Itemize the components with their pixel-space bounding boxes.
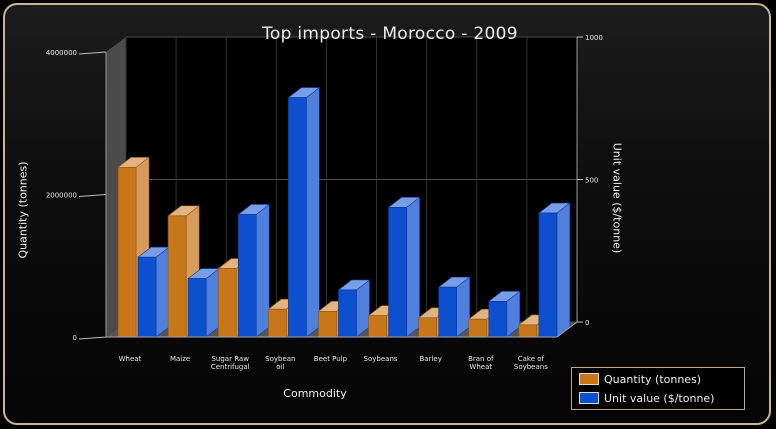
left-tick-mark [78, 194, 107, 197]
left-tick-mark [78, 336, 107, 340]
category-label: Wheat [469, 363, 492, 371]
bar-unit-value-side [155, 246, 170, 338]
category-label: Barley [419, 355, 441, 363]
bar-unit-value-side [255, 203, 270, 338]
bar-unit-value-side [306, 86, 320, 338]
category-label: Soybean [265, 355, 295, 363]
bar-unit-value-side [406, 196, 420, 338]
bar-quantity [167, 215, 187, 338]
bar-unit-value [388, 207, 407, 338]
category-label: Maize [170, 355, 190, 363]
legend-swatch-quantity [579, 373, 599, 385]
bar-unit-value-side [205, 267, 220, 338]
bar-unit-value [338, 289, 357, 338]
x-axis-label: Commodity [283, 387, 347, 400]
right-tick-label: 0 [585, 319, 589, 327]
bar-quantity [418, 317, 437, 338]
category-label: Bran of [468, 355, 494, 363]
left-tick-label: 2000000 [46, 192, 77, 200]
bar-quantity [318, 311, 337, 338]
chart-plot: 0 2000000 4000000 0 500 1000 Wheat Maize Sugar R… [46, 34, 603, 371]
floor-edge [556, 321, 578, 338]
left-tick-label: 0 [73, 334, 77, 342]
bar-quantity [368, 315, 387, 338]
legend-label-unit-value: Unit value ($/tonne) [604, 391, 715, 405]
right-tick-label: 1000 [585, 34, 603, 42]
legend-label-quantity: Quantity (tonnes) [604, 372, 702, 386]
bar-unit-value [137, 256, 157, 338]
bar-unit-value [187, 278, 207, 338]
right-y-axis-label: Unit value ($/tonne) [610, 142, 624, 254]
bar-unit-value [538, 212, 558, 338]
bar-quantity [468, 318, 488, 338]
bar-quantity [217, 268, 237, 338]
category-label: oil [276, 363, 284, 371]
left-tick-label: 4000000 [46, 49, 77, 57]
left-y-axis-label: Quantity (tonnes) [16, 161, 30, 259]
left-tick-mark [78, 51, 107, 55]
bar-unit-value-side [456, 276, 470, 338]
bar-quantity [518, 324, 538, 338]
bar-unit-value [438, 286, 457, 338]
chart-frame: 0 2000000 4000000 0 500 1000 Wheat Maize Sugar R… [3, 3, 771, 425]
bar-unit-value [237, 214, 257, 338]
bar-quantity [268, 308, 287, 338]
legend-item-quantity: Quantity (tonnes) [579, 371, 744, 387]
category-label: Cake of [518, 355, 545, 363]
category-label: Wheat [119, 355, 142, 363]
bar-unit-value [488, 301, 508, 338]
legend-item-unit-value: Unit value ($/tonne) [579, 390, 744, 406]
category-label: Soybeans [364, 355, 398, 363]
bar-unit-value-side [556, 202, 571, 338]
category-label: Sugar Raw [211, 355, 249, 363]
category-label: Beet Pulp [314, 355, 348, 363]
category-label: Centrifugal [211, 363, 250, 371]
chart-title: Top imports - Morocco - 2009 [262, 24, 518, 44]
bar-unit-value [288, 97, 307, 338]
right-tick-label: 500 [585, 177, 598, 185]
bar-quantity [117, 167, 137, 338]
legend-swatch-unit-value [579, 392, 599, 404]
legend: Quantity (tonnes) Unit value ($/tonne) [571, 367, 745, 410]
category-label: Soybeans [514, 363, 548, 371]
